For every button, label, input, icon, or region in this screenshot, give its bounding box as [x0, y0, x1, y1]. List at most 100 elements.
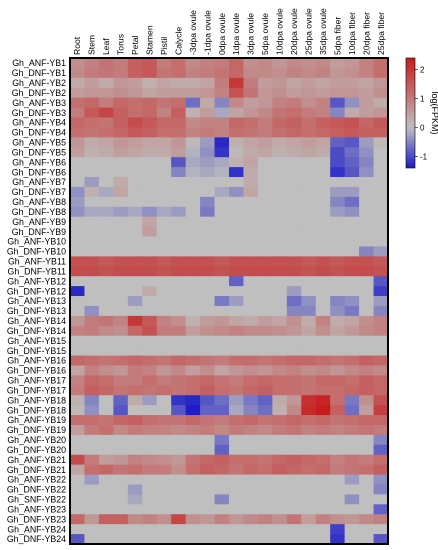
heatmap-cell: [127, 266, 143, 277]
heatmap-cell: [70, 514, 85, 525]
heatmap-cell: [200, 266, 215, 277]
heatmap-cell: [330, 97, 346, 108]
heatmap-cell: [142, 77, 158, 89]
heatmap-cell: [214, 484, 230, 495]
heatmap-cell: [127, 97, 143, 108]
heatmap-cell: [185, 107, 201, 118]
heatmap-cell: [330, 137, 346, 148]
heatmap-cell: [243, 226, 259, 237]
heatmap-cell: [156, 534, 172, 545]
heatmap-cell: [257, 226, 273, 237]
heatmap-cell: [113, 365, 129, 376]
row-label: Gh_ANF-YB16: [7, 356, 66, 366]
heatmap-cell: [171, 256, 187, 267]
heatmap-cell: [214, 87, 230, 99]
heatmap-cells: [70, 58, 389, 545]
heatmap-cell: [243, 335, 259, 347]
heatmap-cell: [301, 147, 317, 158]
heatmap-cell: [142, 296, 158, 307]
heatmap-cell: [214, 434, 230, 446]
heatmap-cell: [171, 444, 187, 456]
heatmap-cell: [272, 117, 288, 128]
heatmap-cell: [200, 77, 215, 89]
heatmap-cell: [127, 127, 143, 138]
heatmap-cell: [301, 464, 317, 475]
heatmap-cell: [359, 286, 374, 297]
heatmap-cell: [257, 415, 273, 426]
heatmap-cell: [214, 177, 230, 188]
heatmap-cell: [301, 444, 317, 456]
heatmap-cell: [344, 524, 360, 535]
heatmap-cell: [113, 296, 129, 307]
heatmap-cell: [171, 97, 187, 108]
heatmap-cell: [359, 186, 374, 198]
heatmap-cell: [257, 186, 273, 198]
heatmap-cell: [373, 494, 389, 505]
heatmap-cell: [229, 345, 244, 356]
heatmap-cell: [171, 524, 187, 535]
heatmap-cell: [229, 415, 244, 426]
heatmap-cell: [127, 365, 143, 376]
heatmap-cell: [229, 127, 244, 138]
heatmap-cell: [156, 147, 172, 158]
heatmap-cell: [142, 345, 158, 356]
heatmap-cell: [257, 157, 273, 168]
heatmap-cell: [84, 216, 100, 228]
heatmap-cell: [373, 365, 389, 376]
heatmap-cell: [315, 434, 331, 446]
heatmap-cell: [330, 385, 346, 396]
heatmap-cell: [142, 58, 158, 69]
heatmap-cell: [315, 256, 331, 267]
heatmap-cell: [373, 266, 389, 277]
heatmap-cell: [330, 87, 346, 99]
column-label: -1dpa ovule: [202, 10, 212, 55]
heatmap-cell: [113, 424, 129, 436]
heatmap-cell: [113, 385, 129, 396]
heatmap-cell: [229, 355, 244, 366]
heatmap-cell: [84, 434, 100, 446]
column-label: 25dpa fiber: [376, 12, 386, 55]
heatmap-cell: [359, 415, 374, 426]
heatmap-cell: [301, 504, 317, 515]
heatmap-cell: [272, 375, 288, 386]
heatmap-cell: [214, 524, 230, 535]
heatmap-cell: [185, 305, 201, 317]
heatmap-cell: [301, 97, 317, 108]
column-label: 10dpa ovule: [275, 8, 285, 55]
heatmap-cell: [185, 454, 201, 466]
heatmap-cell: [330, 177, 346, 188]
heatmap-cell: [142, 474, 158, 485]
heatmap-cell: [156, 444, 172, 456]
heatmap-cell: [359, 345, 374, 356]
heatmap-cell: [142, 117, 158, 128]
heatmap-cell: [243, 127, 259, 138]
heatmap-cell: [185, 246, 201, 257]
heatmap-cell: [142, 236, 158, 247]
heatmap-cell: [156, 504, 172, 515]
heatmap-cell: [214, 196, 230, 208]
heatmap-cell: [127, 305, 143, 317]
heatmap-cell: [171, 127, 187, 138]
heatmap-cell: [257, 67, 273, 79]
heatmap-cell: [301, 196, 317, 208]
heatmap-cell: [373, 127, 389, 138]
heatmap-cell: [171, 286, 187, 297]
heatmap-cell: [229, 405, 244, 416]
heatmap-cell: [127, 276, 143, 287]
heatmap-cell: [113, 167, 129, 178]
heatmap-cell: [301, 405, 317, 416]
heatmap-cell: [315, 117, 331, 128]
heatmap-cell: [127, 504, 143, 515]
heatmap-cell: [229, 276, 244, 287]
heatmap-cell: [200, 504, 215, 515]
heatmap-cell: [286, 484, 302, 495]
heatmap-cell: [373, 286, 389, 297]
heatmap-cell: [98, 107, 114, 118]
heatmap-cell: [84, 107, 100, 118]
heatmap-cell: [301, 177, 317, 188]
heatmap-cell: [185, 395, 201, 406]
heatmap-cell: [243, 167, 259, 178]
heatmap-cell: [286, 107, 302, 118]
heatmap-cell: [301, 206, 317, 218]
heatmap-cell: [84, 335, 100, 347]
